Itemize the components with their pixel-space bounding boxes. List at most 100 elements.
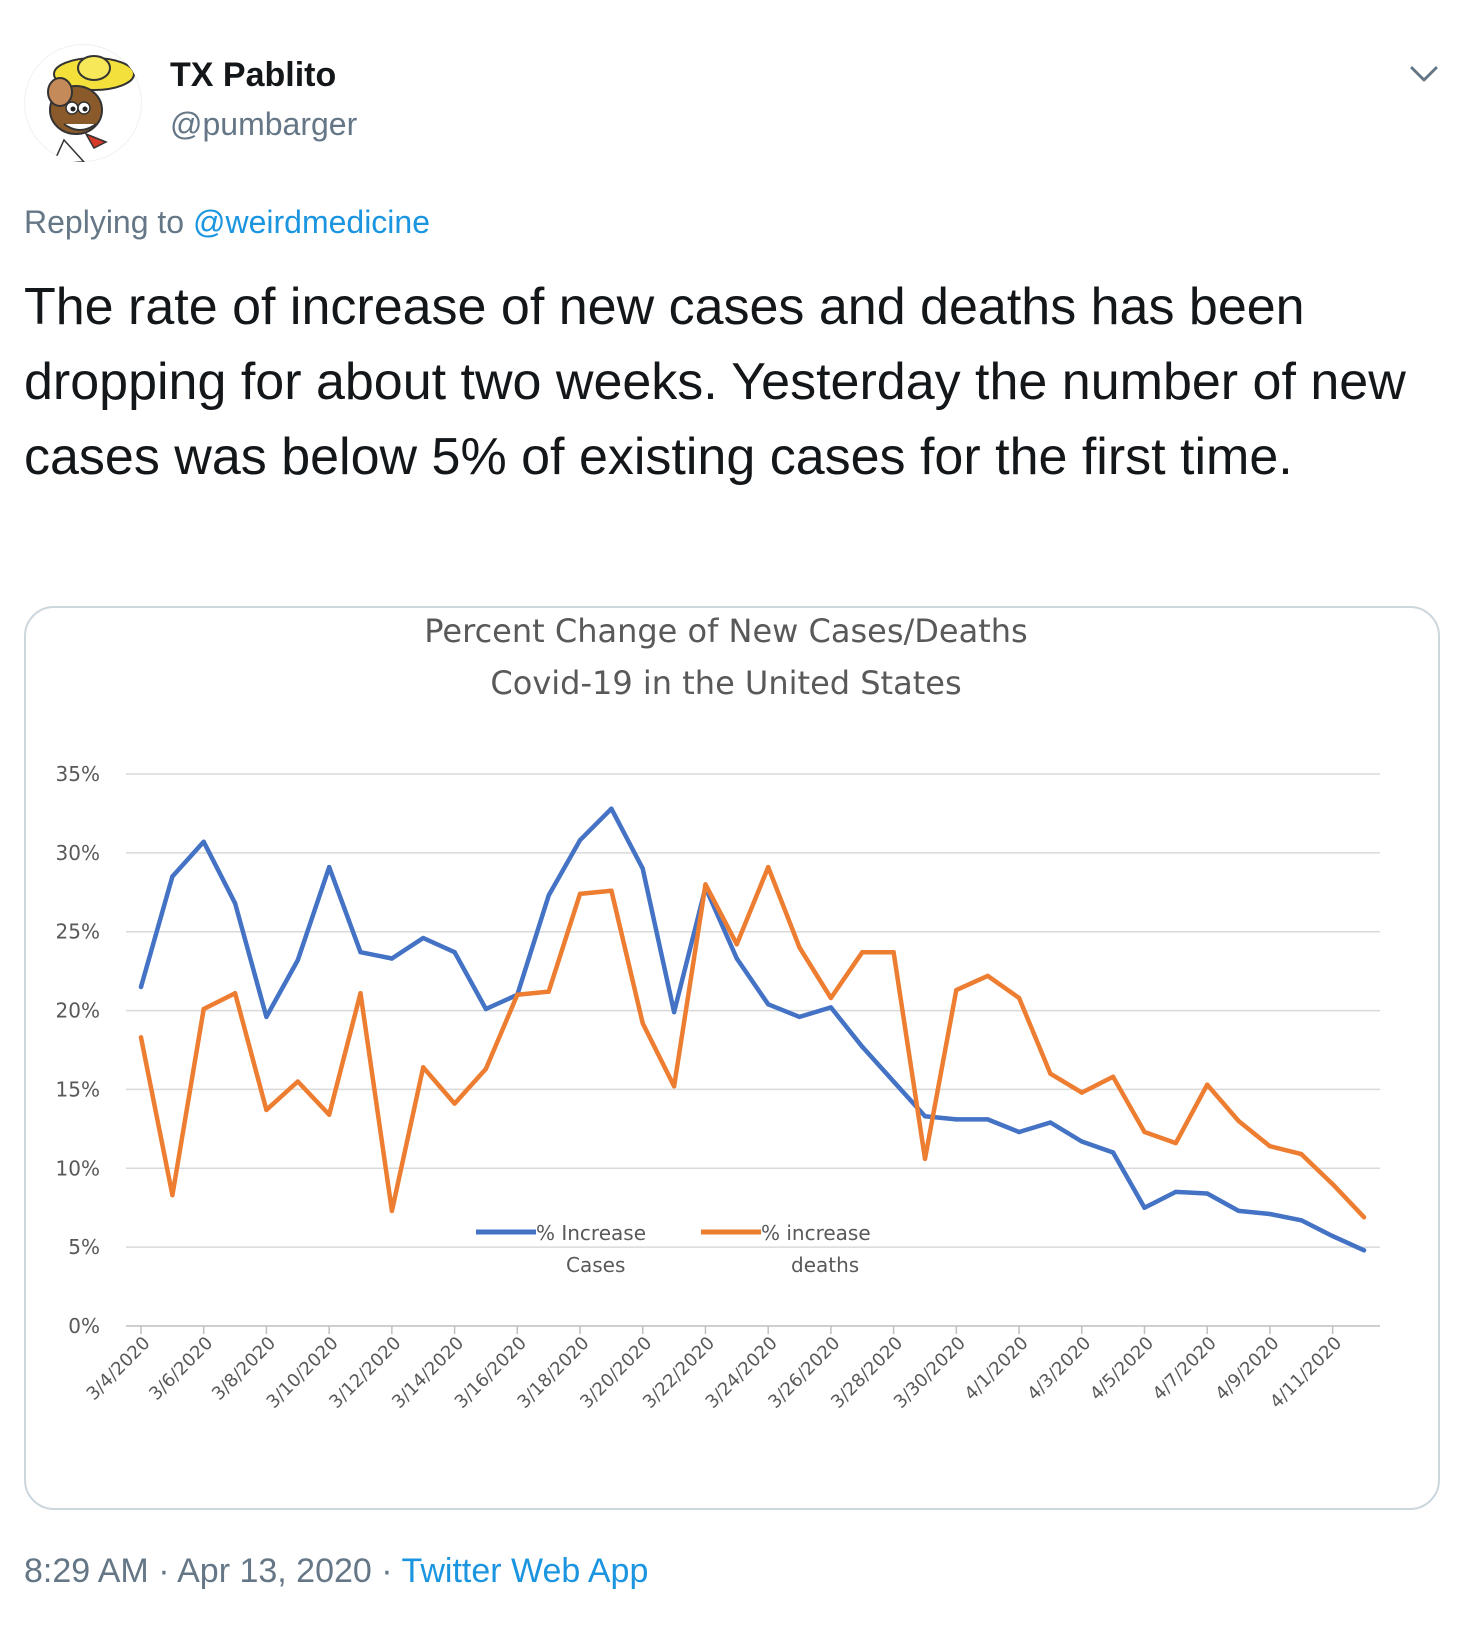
x-tick-label: 4/7/2020	[1149, 1333, 1221, 1405]
data-point	[703, 882, 708, 887]
data-point	[1079, 1090, 1084, 1095]
data-point	[1142, 1205, 1147, 1210]
tweet-menu-button[interactable]	[1402, 52, 1446, 96]
data-point	[389, 1208, 395, 1214]
data-point	[828, 1005, 834, 1010]
tweet-image-chart[interactable]: Percent Change of New Cases/Deaths Covid…	[24, 606, 1440, 1510]
data-point	[577, 891, 583, 897]
data-point	[483, 1006, 489, 1012]
data-point	[985, 1117, 990, 1122]
data-point	[860, 1044, 865, 1050]
meta-separator: ·	[158, 1552, 170, 1590]
data-point	[138, 1035, 144, 1040]
data-point	[1110, 1150, 1116, 1155]
x-tick-label: 4/3/2020	[1023, 1333, 1095, 1405]
data-point	[1173, 1189, 1179, 1195]
data-point	[1236, 1118, 1241, 1124]
data-point	[671, 1084, 677, 1089]
data-point	[232, 901, 238, 906]
data-point	[1330, 1181, 1335, 1187]
data-point	[232, 991, 238, 996]
data-point	[577, 838, 583, 843]
legend-label: % increase	[761, 1221, 871, 1245]
data-point	[671, 1009, 677, 1015]
data-point	[326, 864, 332, 870]
data-point	[264, 1014, 269, 1020]
y-tick-label: 25%	[56, 920, 100, 944]
data-point	[1016, 995, 1022, 1001]
data-point	[734, 942, 740, 947]
y-tick-label: 20%	[56, 999, 100, 1023]
data-point	[609, 806, 614, 811]
y-tick-label: 10%	[56, 1156, 100, 1180]
data-point	[1267, 1211, 1273, 1217]
data-point	[421, 1065, 426, 1070]
series-line-deaths	[138, 864, 1367, 1220]
user-handle[interactable]: @pumbarger	[170, 106, 358, 142]
data-point	[609, 888, 614, 893]
data-point	[515, 992, 520, 997]
data-point	[1267, 1144, 1273, 1149]
data-point	[358, 991, 363, 996]
data-point	[797, 945, 802, 950]
data-point	[483, 1066, 489, 1072]
data-point	[1142, 1129, 1147, 1135]
data-point	[985, 973, 990, 979]
tweet-timestamp: 8:29 AM · Apr 13, 2020 · Twitter Web App	[24, 1552, 648, 1591]
meta-separator: ·	[381, 1552, 393, 1590]
data-point	[1205, 1082, 1210, 1087]
tweet-source-link[interactable]: Twitter Web App	[401, 1552, 649, 1590]
data-point	[1330, 1233, 1335, 1239]
data-point	[1361, 1214, 1367, 1220]
data-point	[452, 1101, 457, 1106]
data-point	[765, 864, 771, 870]
speedy-gonzales-avatar	[47, 55, 135, 162]
legend-label: deaths	[791, 1253, 859, 1277]
data-point	[326, 1112, 332, 1117]
data-point	[765, 1002, 771, 1007]
reply-prefix: Replying to	[24, 204, 185, 240]
data-point	[860, 950, 865, 955]
data-point	[546, 989, 551, 994]
data-point	[1299, 1218, 1304, 1223]
data-point	[389, 956, 395, 961]
tweet-text: The rate of increase of new cases and de…	[24, 278, 1406, 486]
x-tick-label: 4/1/2020	[961, 1333, 1033, 1405]
data-point	[954, 1117, 959, 1122]
chart-subtitle: Covid-19 in the United States	[490, 664, 961, 702]
series-line-cases	[138, 806, 1367, 1253]
display-name[interactable]: TX Pablito	[170, 56, 337, 94]
data-point	[452, 950, 457, 955]
data-point	[640, 1020, 645, 1026]
y-tick-label: 30%	[56, 841, 100, 865]
data-point	[264, 1107, 269, 1113]
data-point	[1110, 1074, 1116, 1080]
data-point	[1079, 1139, 1084, 1144]
data-point	[1299, 1151, 1304, 1157]
y-tick-label: 15%	[56, 1077, 100, 1101]
x-tick-label: 3/6/2020	[145, 1333, 217, 1405]
x-tick-label: 4/5/2020	[1086, 1333, 1158, 1405]
tweet-time[interactable]: 8:29 AM	[24, 1552, 149, 1590]
data-point	[1361, 1248, 1367, 1253]
legend-label: Cases	[566, 1253, 625, 1277]
y-tick-label: 0%	[68, 1314, 100, 1338]
data-point	[421, 935, 426, 941]
reply-mention-link[interactable]: @weirdmedicine	[192, 204, 430, 240]
chevron-down-icon	[1410, 66, 1438, 82]
y-tick-label: 35%	[56, 762, 100, 786]
data-point	[295, 1079, 300, 1084]
data-point	[1048, 1071, 1053, 1076]
data-point	[797, 1014, 802, 1020]
data-point	[1173, 1140, 1179, 1146]
x-tick-label: 3/4/2020	[83, 1333, 155, 1405]
data-point	[954, 987, 959, 993]
tweet-date[interactable]: Apr 13, 2020	[177, 1552, 372, 1590]
data-point	[1205, 1191, 1210, 1196]
reply-context: Replying to @weirdmedicine	[24, 204, 430, 241]
avatar[interactable]	[24, 44, 142, 162]
data-point	[170, 1192, 175, 1198]
data-point	[201, 839, 206, 845]
data-point	[640, 866, 645, 871]
data-point	[891, 1079, 896, 1084]
